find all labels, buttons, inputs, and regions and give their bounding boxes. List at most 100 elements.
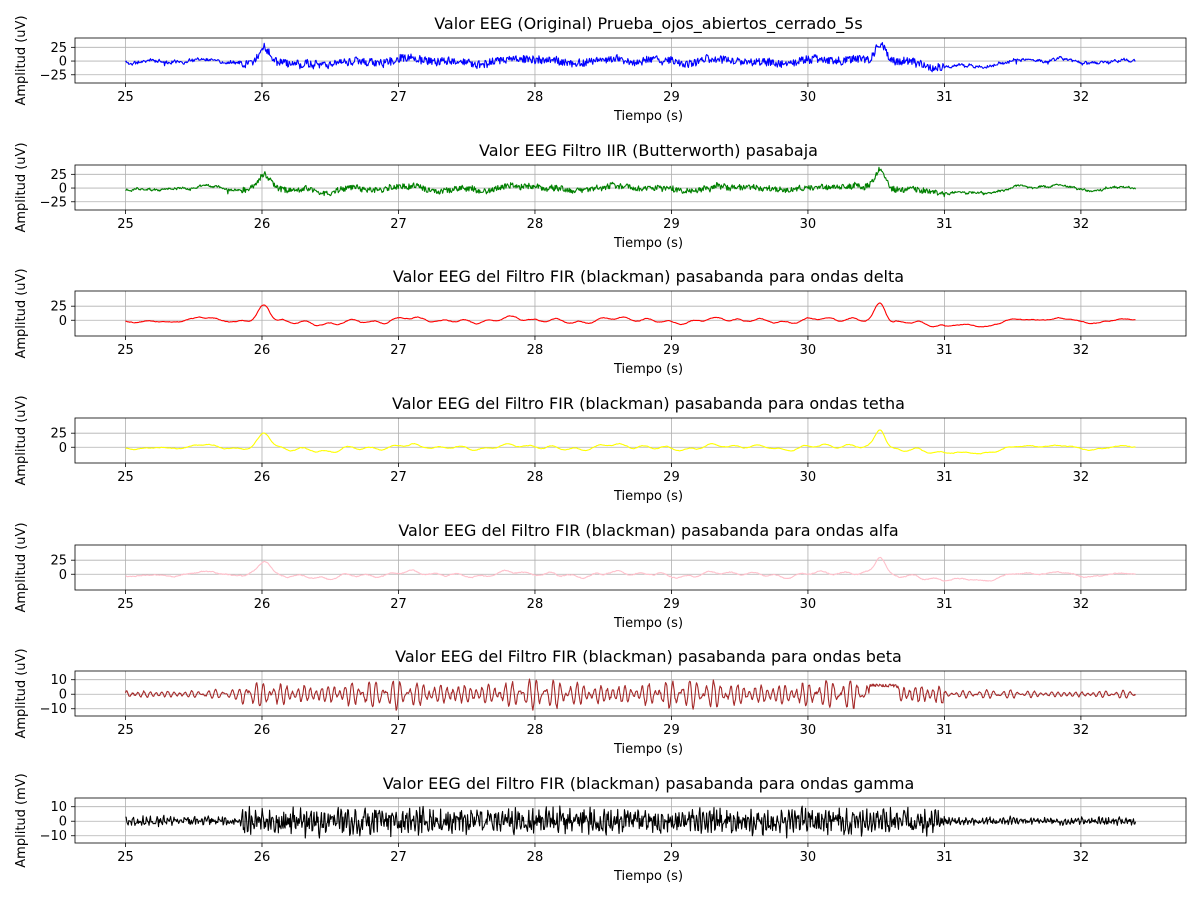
x-tick-label: 31: [936, 850, 953, 865]
x-tick-label: 26: [254, 90, 271, 105]
x-tick-label: 29: [663, 470, 680, 485]
y-tick-label: 10: [50, 800, 67, 815]
x-axis-label: Tiempo (s): [613, 362, 683, 377]
x-tick-label: 26: [254, 723, 271, 738]
x-tick-label: 32: [1073, 217, 1090, 232]
x-axis-label: Tiempo (s): [613, 236, 683, 251]
x-tick-label: 28: [527, 470, 544, 485]
x-tick-label: 31: [936, 723, 953, 738]
x-axis-label: Tiempo (s): [613, 109, 683, 124]
x-tick-label: 30: [800, 723, 817, 738]
y-tick-label: 25: [50, 554, 67, 569]
x-tick-label: 25: [117, 343, 134, 358]
y-tick-label: 0: [59, 314, 67, 329]
chart-title: Valor EEG Filtro IIR (Butterworth) pasab…: [479, 141, 818, 160]
x-axis-label: Tiempo (s): [613, 489, 683, 504]
x-tick-label: 25: [117, 723, 134, 738]
x-tick-label: 28: [527, 217, 544, 232]
y-tick-label: 25: [50, 41, 67, 56]
y-tick-label: 0: [59, 55, 67, 70]
y-axis-label: Amplitud (uV): [14, 15, 29, 105]
y-tick-label: 0: [59, 568, 67, 583]
y-axis-label: Amplitud (uV): [14, 522, 29, 612]
chart-title: Valor EEG del Filtro FIR (blackman) pasa…: [392, 394, 905, 413]
y-axis-label: Amplitud (uV): [14, 142, 29, 232]
x-tick-label: 26: [254, 343, 271, 358]
x-tick-label: 30: [800, 217, 817, 232]
axes-frame: [74, 290, 1187, 337]
x-tick-label: 25: [117, 217, 134, 232]
signal-trace: [124, 678, 1136, 711]
x-tick-label: 32: [1073, 343, 1090, 358]
y-tick-label: 0: [59, 441, 67, 456]
signal-trace: [125, 429, 1136, 455]
y-tick-label: 0: [59, 688, 67, 703]
y-axis-label: Amplitud (uV): [14, 395, 29, 485]
x-tick-label: 30: [800, 90, 817, 105]
axes-frame: [74, 544, 1187, 591]
x-tick-label: 28: [527, 597, 544, 612]
x-tick-label: 31: [936, 90, 953, 105]
x-tick-label: 27: [390, 470, 407, 485]
signal-trace: [125, 805, 1137, 839]
x-tick-label: 26: [254, 850, 271, 865]
x-tick-label: 27: [390, 343, 407, 358]
x-tick-label: 29: [663, 597, 680, 612]
axes-frame: [74, 37, 1187, 84]
chart-title: Valor EEG del Filtro FIR (blackman) pasa…: [393, 267, 904, 286]
y-tick-label: −10: [40, 829, 67, 844]
x-tick-label: 31: [936, 343, 953, 358]
x-tick-label: 28: [527, 90, 544, 105]
x-tick-label: 26: [254, 217, 271, 232]
signal-trace: [125, 556, 1136, 582]
x-tick-label: 32: [1073, 90, 1090, 105]
y-tick-label: 25: [50, 168, 67, 183]
x-tick-label: 27: [390, 723, 407, 738]
axes-frame: [74, 670, 1187, 717]
y-axis-label: Amplitud (uV): [14, 268, 29, 358]
x-tick-label: 31: [936, 470, 953, 485]
x-tick-label: 32: [1073, 597, 1090, 612]
x-tick-label: 27: [390, 850, 407, 865]
x-tick-label: 30: [800, 470, 817, 485]
x-tick-label: 30: [800, 343, 817, 358]
x-tick-label: 31: [936, 597, 953, 612]
x-tick-label: 25: [117, 470, 134, 485]
x-tick-label: 29: [663, 850, 680, 865]
y-tick-label: 0: [59, 182, 67, 197]
x-tick-label: 32: [1073, 470, 1090, 485]
x-axis-label: Tiempo (s): [613, 869, 683, 884]
chart-title: Valor EEG (Original) Prueba_ojos_abierto…: [434, 14, 863, 34]
x-tick-label: 32: [1073, 850, 1090, 865]
x-tick-label: 28: [527, 723, 544, 738]
y-tick-label: 10: [50, 673, 67, 688]
x-tick-label: 32: [1073, 723, 1090, 738]
x-axis-label: Tiempo (s): [613, 742, 683, 757]
axes-frame: [74, 164, 1187, 211]
y-tick-label: −10: [40, 702, 67, 717]
x-tick-label: 29: [663, 217, 680, 232]
x-tick-label: 27: [390, 90, 407, 105]
chart-title: Valor EEG del Filtro FIR (blackman) pasa…: [398, 521, 898, 540]
y-axis-label: Amplitud (uV): [14, 648, 29, 738]
axes-frame: [74, 797, 1187, 844]
chart-title: Valor EEG del Filtro FIR (blackman) pasa…: [395, 647, 902, 666]
y-tick-label: 0: [59, 815, 67, 830]
chart-title: Valor EEG del Filtro FIR (blackman) pasa…: [383, 774, 915, 793]
x-tick-label: 27: [390, 597, 407, 612]
y-tick-label: −25: [40, 195, 67, 210]
x-tick-label: 31: [936, 217, 953, 232]
y-tick-label: −25: [40, 68, 67, 83]
x-tick-label: 30: [800, 597, 817, 612]
y-tick-label: 25: [50, 427, 67, 442]
y-axis-label: Amplitud (mV): [14, 773, 29, 867]
x-tick-label: 26: [254, 597, 271, 612]
signal-trace: [125, 166, 1136, 198]
signal-trace: [125, 42, 1136, 73]
x-tick-label: 29: [663, 90, 680, 105]
